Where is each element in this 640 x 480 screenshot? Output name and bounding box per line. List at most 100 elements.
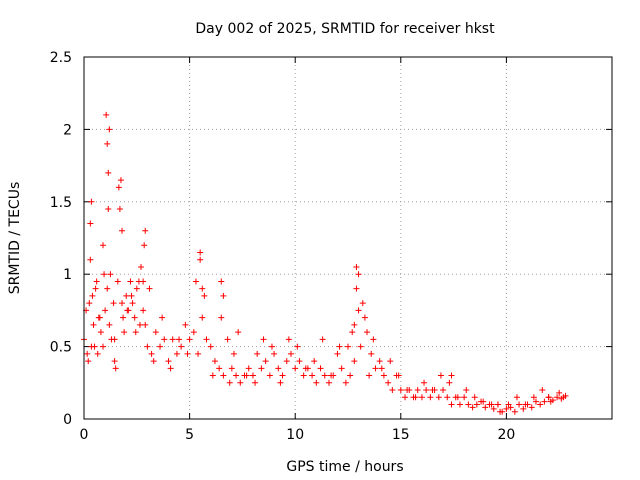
data-point xyxy=(435,394,442,401)
data-point xyxy=(385,379,392,386)
data-point xyxy=(184,350,191,357)
data-point xyxy=(469,404,476,411)
data-point xyxy=(285,336,292,343)
data-point xyxy=(353,285,360,292)
data-point xyxy=(266,372,273,379)
data-point xyxy=(300,372,307,379)
y-tick-label: 2 xyxy=(63,122,72,138)
data-point xyxy=(195,350,202,357)
data-point xyxy=(94,350,101,357)
data-point xyxy=(268,343,275,350)
data-point xyxy=(218,314,225,321)
data-point xyxy=(207,343,214,350)
data-point xyxy=(97,329,104,336)
data-point xyxy=(176,336,183,343)
data-point xyxy=(105,206,112,213)
data-point xyxy=(114,278,121,285)
data-point xyxy=(237,379,244,386)
data-point xyxy=(471,394,478,401)
data-point xyxy=(353,263,360,270)
data-point xyxy=(104,140,111,147)
data-point xyxy=(92,285,99,292)
data-point xyxy=(461,394,468,401)
data-point xyxy=(359,300,366,307)
data-point xyxy=(296,358,303,365)
data-point xyxy=(252,379,259,386)
data-point xyxy=(556,389,563,396)
data-point xyxy=(427,394,434,401)
data-point xyxy=(325,379,332,386)
data-point xyxy=(345,343,351,350)
data-point xyxy=(511,408,518,415)
data-point xyxy=(150,358,157,365)
data-point xyxy=(368,350,375,357)
data-point xyxy=(490,405,497,412)
data-point xyxy=(161,336,168,343)
data-point xyxy=(545,394,552,401)
data-point xyxy=(539,387,546,394)
data-point xyxy=(254,350,261,357)
data-point xyxy=(482,404,489,411)
data-point xyxy=(444,394,451,401)
data-point xyxy=(233,372,240,379)
data-point xyxy=(361,314,368,321)
data-point xyxy=(140,278,147,285)
data-point xyxy=(107,271,114,278)
data-point xyxy=(216,365,223,372)
data-point xyxy=(203,336,210,343)
data-point xyxy=(197,249,204,256)
data-point xyxy=(105,169,112,176)
data-point xyxy=(132,329,139,336)
data-point xyxy=(101,271,108,278)
data-point xyxy=(338,365,345,372)
data-point xyxy=(111,336,118,343)
data-point xyxy=(103,111,110,118)
data-point xyxy=(334,350,341,357)
data-point xyxy=(547,398,554,405)
data-point xyxy=(378,365,385,372)
data-point xyxy=(387,358,394,365)
data-point xyxy=(313,379,320,386)
data-point xyxy=(328,372,335,379)
data-point xyxy=(397,387,404,394)
data-point xyxy=(115,184,122,191)
data-point xyxy=(357,343,364,350)
data-point xyxy=(106,321,113,328)
data-point xyxy=(465,401,472,408)
data-point xyxy=(197,256,204,263)
y-tick-label: 0.5 xyxy=(50,340,72,356)
axis-ticks: 0 5 10 15 20 0 0.5 1 1.5 2 2.5 xyxy=(50,50,612,443)
data-point xyxy=(141,242,148,249)
data-point xyxy=(106,126,113,133)
x-tick-label: 0 xyxy=(80,427,89,443)
data-point xyxy=(503,405,510,412)
y-axis-label: SRMTID / TECUs xyxy=(7,182,23,295)
data-point xyxy=(90,321,97,328)
data-point xyxy=(228,365,235,372)
y-tick-label: 0 xyxy=(63,412,72,428)
data-point xyxy=(448,401,455,408)
data-point xyxy=(159,314,166,321)
data-point xyxy=(528,404,535,411)
data-point xyxy=(366,372,373,379)
data-point xyxy=(389,387,396,394)
data-point xyxy=(319,336,326,343)
data-point xyxy=(364,329,371,336)
data-point xyxy=(165,358,172,365)
data-point xyxy=(245,365,252,372)
data-point xyxy=(423,387,430,394)
data-point xyxy=(351,358,358,365)
data-point xyxy=(446,379,453,386)
data-point xyxy=(262,358,269,365)
data-point xyxy=(275,365,282,372)
data-point xyxy=(112,365,119,372)
data-point xyxy=(513,394,520,401)
data-point xyxy=(169,336,176,343)
data-point xyxy=(93,278,100,285)
data-point xyxy=(480,398,487,405)
grid xyxy=(84,57,612,419)
data-point xyxy=(520,405,527,412)
data-point xyxy=(110,300,117,307)
data-point xyxy=(157,343,164,350)
